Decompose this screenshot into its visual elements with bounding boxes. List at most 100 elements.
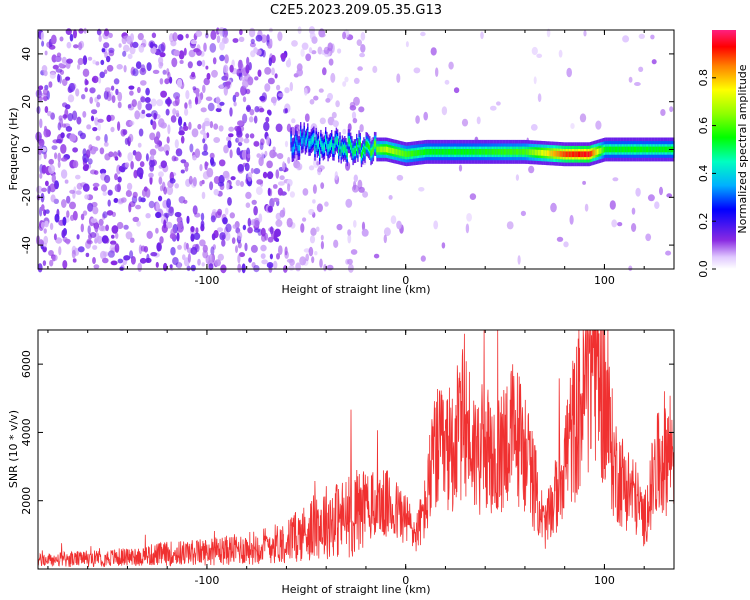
spectrogram-cell [86,124,92,130]
spectrogram-cell [61,78,68,87]
spectrogram-ridge-cell [292,146,295,153]
spectrogram-cell [149,132,156,141]
snr-y-label: SNR (10 * v/v) [7,410,20,488]
spectrogram-cell [140,245,146,252]
spectrogram-cell [229,149,233,159]
spectrogram-cell [110,260,118,266]
spectrogram-cell [182,254,186,261]
spectrogram-cell [70,214,75,221]
spectrogram-cell [579,113,587,123]
spectrogram-cell [350,249,358,255]
spectrogram-ridge-cell [530,149,532,155]
spectrogram-cell [190,39,197,45]
spectrogram-cell [533,76,537,85]
spectrogram-cell [335,100,340,108]
spectrogram-cell [249,109,255,116]
spectrogram-cell [57,122,61,131]
spectrogram-ridge-cell [559,151,562,157]
spectrogram-cell [136,167,144,178]
spectrogram-ridge-cell [627,146,630,153]
spectrogram-ridge-cell [457,149,459,155]
spectrogram-cell [537,93,542,103]
spectrogram-cell [223,86,228,96]
spectrogram-cell [229,212,235,219]
spectrogram-cell [166,198,172,209]
spectrogram-ridge-cell [480,149,482,155]
spectrogram-cell [490,105,497,111]
spectrogram-cell [441,242,446,249]
spectrogram-ridge-cell [435,149,438,155]
spectrogram-cell [659,186,663,196]
spectrogram-ridge-cell [335,136,338,143]
spectrogram-cell [117,101,122,109]
spectrogram-ridge-cell [331,139,333,145]
spectrogram-cell [312,199,316,204]
spectrogram-cell [183,161,189,168]
spectrogram-cell [123,65,127,73]
spectrogram-cell [405,41,409,48]
spectrogram-cell [362,191,369,198]
spectrogram-ridge-cell [412,150,414,157]
spectrogram-cell [530,124,538,131]
spectrogram-cell [180,169,185,174]
spectrogram-cell [102,257,109,264]
spectrogram-cell [279,175,285,181]
spectrogram-cell [269,253,273,260]
spectrogram-cell [114,184,122,193]
spectrogram-ridge-cell [385,146,388,153]
spectrogram-ridge-cell [410,150,413,157]
spectrogram-ridge-cell [506,149,508,155]
spectrogram-ridge-cell [658,146,661,153]
spectrogram-ridge-cell [316,142,318,149]
spectrogram-cell [159,236,164,244]
spectrogram-ridge-cell [589,151,592,157]
spectrogram-cell [93,186,99,191]
spectrogram-cell [289,258,295,266]
spectrogram-ridge-cell [562,151,564,157]
spectrogram-cell [665,250,672,256]
spectrogram-ridge-cell [655,146,657,153]
spectrogram-cell [303,87,308,96]
spectrogram-cell [87,158,93,165]
spectrogram-cell [247,76,254,86]
spectrogram-cell [360,44,366,53]
spectrogram-ridge-cell [460,149,463,155]
spectrogram-cell [358,106,365,113]
spectrogram-cell [106,64,114,72]
spectrogram-cell [61,123,67,128]
spectrogram-cell [154,144,160,149]
spectrogram-cell [515,174,520,181]
spectrogram-ridge-cell [290,136,292,143]
spectrogram-ridge-cell [519,149,521,155]
spectrogram-cell [153,112,157,120]
spectrogram-cell [219,54,225,62]
spectrogram-ridge-cell [580,151,582,158]
spectrogram-ridge-cell [639,146,642,153]
spectrogram-panel: -100 0 100 -40 -20 0 20 40 Height of straight … [7,26,675,296]
spectrogram-cell [202,84,206,94]
spectrogram-ridge-cell [545,150,547,156]
spectrogram-ridge-cell [666,146,668,153]
spectrogram-cell [582,180,586,185]
spectrogram-cell [207,102,215,112]
spectrogram-ridge-cell [565,151,568,158]
spectrogram-cell [211,233,216,241]
spectrogram-cell [188,121,192,130]
spectrogram-cell [276,84,281,91]
spectrogram-cell [276,153,284,160]
spectrogram-cell [248,61,252,71]
spectrogram-ridge-cell [563,151,565,157]
spectrogram-cell [111,234,115,239]
spectrogram-ridge-cell [651,146,654,153]
spectrogram-ridge-cell [571,151,574,158]
spectrogram-ridge-cell [302,137,304,144]
colorbar-gradient [712,30,736,269]
spectrogram-cell [219,84,224,90]
spectrogram-cell [308,47,313,54]
spectrogram-cell [217,181,225,187]
chart-title: C2E5.2023.209.05.35.G13 [270,3,442,18]
spectrogram-cell [267,187,271,196]
spectrogram-cell [42,147,47,152]
spectrogram-ridge-cell [664,146,667,153]
spectrogram-cell [423,111,429,121]
